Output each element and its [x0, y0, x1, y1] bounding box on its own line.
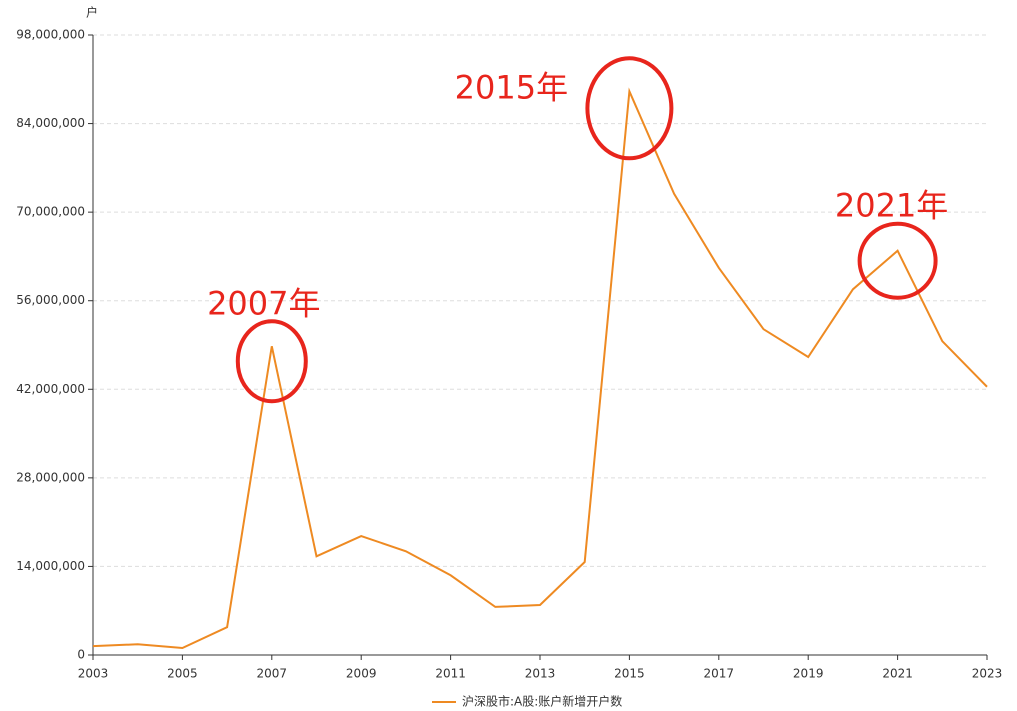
annotation-circle	[235, 319, 308, 404]
y-tick-label: 70,000,000	[16, 205, 85, 219]
y-tick-label: 28,000,000	[16, 470, 85, 484]
y-tick-label: 84,000,000	[16, 116, 85, 130]
x-tick-label: 2019	[793, 667, 824, 681]
y-tick-label: 56,000,000	[16, 293, 85, 307]
data-line	[92, 87, 988, 650]
y-tick-label: 42,000,000	[16, 382, 85, 396]
x-tick-label: 2003	[78, 667, 109, 681]
x-tick-label: 2023	[972, 667, 1003, 681]
y-tick-label: 98,000,000	[16, 28, 85, 42]
y-tick-label: 0	[77, 648, 85, 662]
x-tick-label: 2013	[525, 667, 556, 681]
x-tick-label: 2015	[614, 667, 645, 681]
annotation-circle	[585, 56, 674, 161]
x-tick-label: 2021	[882, 667, 913, 681]
x-tick-label: 2005	[167, 667, 198, 681]
x-tick-label: 2007	[257, 667, 288, 681]
annotation: 2007年	[207, 284, 320, 322]
x-tick-label: 2017	[704, 667, 735, 681]
annotation: 2021年	[835, 187, 948, 225]
x-tick-label: 2009	[346, 667, 377, 681]
annotation-circle	[857, 221, 938, 300]
legend-label: 沪深股市:A股:账户新增开户数	[462, 694, 622, 709]
annotation: 2015年	[455, 68, 568, 106]
y-axis-label: 户	[86, 5, 98, 20]
x-tick-label: 2011	[435, 667, 466, 681]
y-tick-label: 14,000,000	[16, 559, 85, 573]
